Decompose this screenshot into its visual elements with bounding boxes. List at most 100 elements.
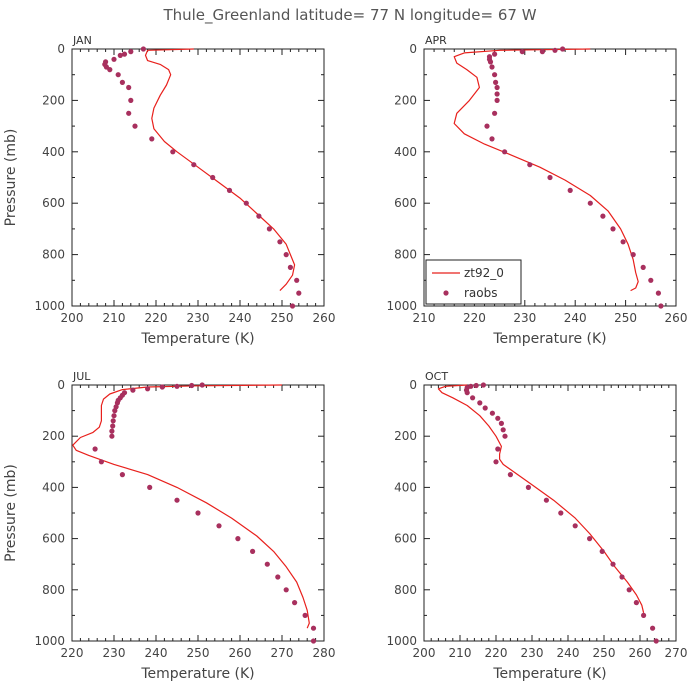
x-tick-label: 230 (513, 311, 536, 325)
legend-label-obs: raobs (464, 286, 498, 300)
data-point-raobs (560, 46, 566, 52)
data-point-raobs (130, 387, 136, 393)
series-line-zt92_0 (437, 384, 645, 613)
data-point-raobs (216, 523, 222, 529)
panel-jan: JAN 200 210 220 230 240 250 260 0 200 400 600 800 100… (3, 34, 335, 347)
series-line-zt92_0 (453, 48, 639, 292)
panels: JAN 200 210 220 230 240 250 260 0 200 400 600 800 100… (3, 34, 687, 682)
y-tick-label: 1000 (386, 634, 417, 648)
data-point-raobs (275, 574, 281, 580)
x-tick-label: 220 (485, 646, 508, 660)
y-tick-label: 0 (409, 42, 417, 56)
data-point-raobs (119, 472, 125, 478)
data-point-raobs (489, 410, 495, 416)
data-point-raobs (500, 427, 506, 433)
data-point-raobs (292, 600, 298, 606)
data-point-raobs (283, 587, 289, 593)
data-point-raobs (610, 226, 616, 232)
y-tick-label: 600 (42, 196, 65, 210)
data-point-raobs (599, 548, 605, 555)
y-tick-label: 600 (394, 196, 417, 210)
panel-label: JAN (72, 34, 92, 47)
data-point-raobs (650, 625, 656, 631)
data-point-raobs (289, 303, 296, 309)
y-tick-label: 400 (42, 480, 65, 494)
panel-label: OCT (425, 370, 448, 383)
y-tick-label: 0 (57, 378, 65, 392)
data-point-raobs (558, 510, 564, 516)
legend-box (425, 259, 522, 305)
data-point-raobs (492, 72, 498, 78)
data-point-raobs (519, 49, 525, 55)
data-point-raobs (655, 290, 662, 296)
data-point-raobs (489, 64, 495, 70)
data-point-raobs (294, 277, 300, 283)
data-point-raobs (482, 405, 488, 411)
data-point-raobs (277, 239, 283, 245)
data-point-raobs (552, 47, 558, 53)
y-tick-label: 400 (394, 145, 417, 159)
data-point-raobs (174, 383, 180, 389)
data-point-raobs (266, 226, 272, 232)
data-point-raobs (128, 97, 134, 103)
panel-label: JUL (72, 370, 91, 383)
data-point-raobs (492, 51, 498, 57)
y-tick-label: 200 (394, 93, 417, 107)
y-tick-label: 200 (394, 429, 417, 443)
x-tick-label: 230 (187, 311, 210, 325)
data-point-raobs (498, 420, 504, 426)
data-point-raobs (640, 264, 646, 270)
data-point-raobs (107, 67, 113, 73)
x-tick-label: 240 (557, 646, 580, 660)
data-point-raobs (489, 136, 495, 142)
data-point-raobs (226, 187, 233, 193)
data-point-raobs (494, 91, 500, 97)
data-point-raobs (140, 46, 146, 52)
data-point-raobs (547, 174, 553, 181)
data-point-raobs (243, 200, 249, 206)
y-axis-label: Pressure (mb) (3, 464, 19, 562)
data-point-raobs (109, 428, 115, 434)
data-point-raobs (487, 59, 494, 65)
data-point-raobs (119, 79, 125, 85)
data-point-raobs (502, 433, 508, 439)
x-tick-label: 260 (229, 646, 252, 660)
data-point-raobs (147, 484, 153, 490)
data-point-raobs (98, 459, 104, 465)
data-point-raobs (567, 187, 573, 193)
y-tick-label: 800 (394, 583, 417, 597)
y-tick-label: 1000 (34, 299, 65, 313)
data-point-raobs (126, 84, 132, 91)
data-point-raobs (633, 600, 640, 606)
data-point-raobs (112, 408, 118, 414)
x-axis-label: Temperature (K) (140, 666, 254, 682)
data-point-raobs (495, 415, 501, 421)
x-axis-label: Temperature (K) (492, 331, 606, 347)
x-tick-label: 280 (313, 646, 336, 660)
data-point-raobs (539, 49, 546, 55)
data-point-raobs (480, 382, 486, 388)
data-point-raobs (464, 390, 470, 396)
x-tick-label: 250 (187, 646, 210, 660)
data-point-raobs (648, 277, 654, 283)
x-tick-label: 250 (614, 311, 637, 325)
panel-oct: OCT 200 210 220 230 240 250 260 270 0 200 400 600 800… (386, 370, 687, 682)
data-point-raobs (641, 612, 647, 619)
x-tick-label: 260 (313, 311, 336, 325)
panel-jul: JUL 220 230 240 250 260 270 280 0 200 400 600 800 100… (3, 370, 335, 682)
x-tick-label: 210 (103, 311, 126, 325)
data-point-raobs (170, 149, 176, 155)
data-point-raobs (132, 123, 138, 129)
y-tick-label: 600 (394, 532, 417, 546)
data-point-raobs (587, 200, 593, 206)
y-tick-label: 800 (394, 248, 417, 262)
data-point-raobs (493, 79, 499, 85)
data-point-raobs (264, 561, 270, 567)
data-point-raobs (110, 418, 116, 424)
data-point-raobs (473, 382, 479, 389)
data-point-raobs (572, 523, 578, 529)
data-point-raobs (128, 49, 134, 55)
y-tick-label: 1000 (386, 299, 417, 313)
